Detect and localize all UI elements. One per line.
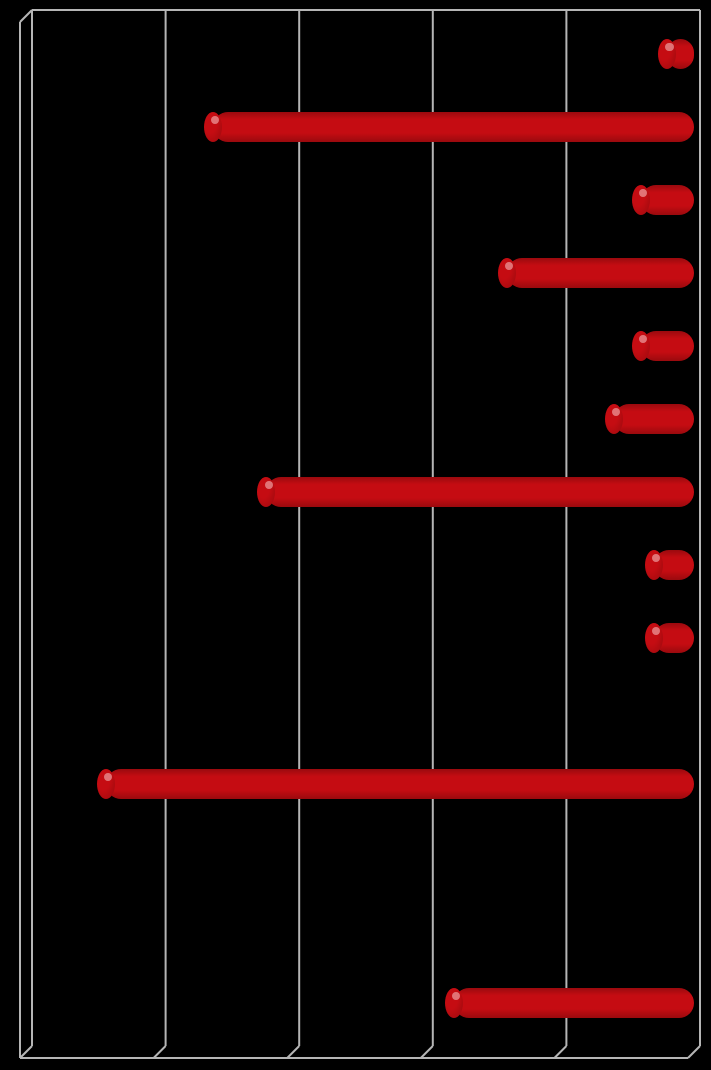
bar bbox=[641, 185, 694, 215]
bar bbox=[654, 550, 694, 580]
bar bbox=[667, 39, 694, 69]
bar bbox=[507, 258, 694, 288]
horizontal-bar-chart bbox=[0, 0, 711, 1070]
bar bbox=[266, 477, 694, 507]
bar bbox=[213, 112, 694, 142]
bar bbox=[641, 331, 694, 361]
bar bbox=[454, 988, 694, 1018]
plot-grid bbox=[0, 0, 711, 1070]
bar bbox=[614, 404, 694, 434]
bar bbox=[654, 623, 694, 653]
bar bbox=[106, 769, 694, 799]
